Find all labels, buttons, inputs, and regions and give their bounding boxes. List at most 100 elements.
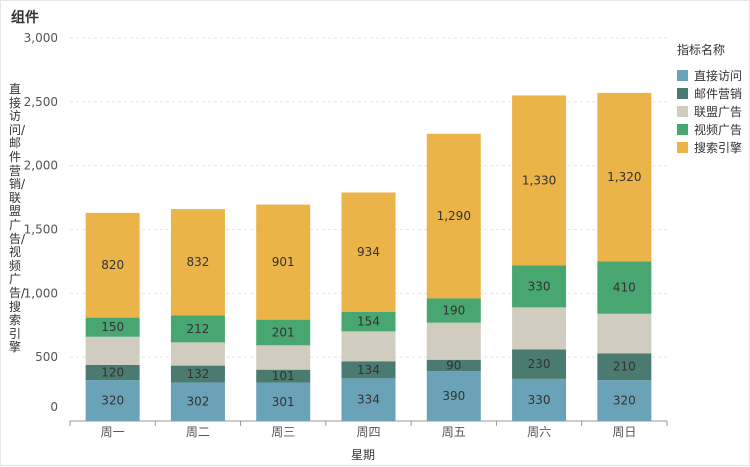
- legend-swatch: [677, 123, 688, 135]
- x-tick-label: 周六: [527, 425, 551, 439]
- bar-segment: [256, 204, 311, 320]
- y-tick-label: 0: [50, 400, 58, 414]
- y-tick-label: 1,000: [24, 286, 58, 300]
- data-label: 1,290: [437, 209, 471, 223]
- bar-segment: [341, 378, 396, 421]
- bar-segment: [426, 133, 481, 299]
- bar-segment: [85, 380, 140, 421]
- bar-segment: [85, 336, 140, 365]
- legend-items: 直接访问邮件营销联盟广告视频广告搜索引擎: [677, 66, 742, 156]
- legend-label: 搜索引擎: [694, 140, 743, 155]
- data-label: 201: [272, 325, 295, 339]
- data-label: 210: [613, 360, 636, 374]
- data-label: 334: [357, 393, 380, 407]
- data-label: 150: [101, 320, 124, 334]
- bar-segment: [85, 317, 140, 337]
- bar-segment: [341, 192, 396, 312]
- legend-swatch: [677, 141, 688, 153]
- data-label: 934: [357, 245, 380, 259]
- x-tick-label: 周一: [101, 425, 125, 439]
- legend-swatch: [677, 105, 688, 117]
- bar-segment: [256, 369, 311, 383]
- data-label: 330: [528, 279, 551, 293]
- bar-segment: [512, 378, 567, 421]
- data-label: 154: [357, 315, 380, 329]
- legend-label: 视频广告: [694, 122, 743, 137]
- bar-segment: [512, 349, 567, 379]
- legend-label: 邮件营销: [694, 86, 743, 101]
- legend-label: 直接访问: [694, 68, 743, 83]
- y-tick-label: 2,500: [24, 95, 58, 109]
- legend-item[interactable]: 搜索引擎: [677, 138, 742, 156]
- bar-segment: [170, 382, 225, 421]
- bar-segment: [170, 315, 225, 343]
- data-label: 132: [186, 367, 209, 381]
- legend-label: 联盟广告: [694, 104, 743, 119]
- x-tick-label: 周五: [442, 425, 466, 439]
- data-label: 330: [528, 393, 551, 407]
- data-label: 120: [101, 365, 124, 379]
- data-label: 230: [528, 357, 551, 371]
- data-label: 320: [101, 394, 124, 408]
- legend-item[interactable]: 视频广告: [677, 120, 742, 138]
- data-label: 302: [186, 395, 209, 409]
- bar-segment: [170, 209, 225, 316]
- bar-segment: [341, 311, 396, 332]
- data-label: 832: [186, 255, 209, 269]
- data-label: 390: [442, 389, 465, 403]
- data-label: 301: [272, 395, 295, 409]
- y-tick-label: 1,500: [24, 223, 58, 237]
- data-label: 820: [101, 258, 124, 272]
- bar-segment: [512, 307, 567, 350]
- bar-segment: [341, 361, 396, 379]
- data-label: 101: [272, 369, 295, 383]
- bar-segment: [597, 261, 652, 314]
- data-label: 134: [357, 363, 380, 377]
- bar-segment: [597, 313, 652, 354]
- bar-segment: [597, 92, 652, 262]
- bar-segment: [426, 371, 481, 421]
- y-tick-label: 500: [35, 350, 58, 364]
- bar-segment: [426, 359, 481, 372]
- bar-segment: [597, 380, 652, 421]
- data-label: 1,330: [522, 173, 556, 187]
- data-label: 410: [613, 281, 636, 295]
- data-label: 1,320: [607, 170, 641, 184]
- data-label: 212: [186, 322, 209, 336]
- bar-segment: [597, 353, 652, 381]
- x-axis-title: 星期: [351, 448, 376, 462]
- bar-segment: [170, 365, 225, 383]
- data-label: 320: [613, 394, 636, 408]
- legend-item[interactable]: 联盟广告: [677, 102, 742, 120]
- bar-segment: [170, 342, 225, 366]
- legend-item[interactable]: 直接访问: [677, 66, 742, 84]
- y-axis-title: 直接访问/邮件营销/联盟广告/视频广告/搜索引擎: [9, 82, 26, 355]
- x-tick-label: 周日: [612, 425, 636, 439]
- bar-segment: [341, 331, 396, 362]
- data-label: 190: [442, 304, 465, 318]
- x-tick-label: 周四: [356, 425, 380, 439]
- x-tick-label: 周三: [271, 425, 295, 439]
- y-tick-label: 3,000: [24, 31, 58, 45]
- legend-swatch: [677, 69, 688, 81]
- data-label: 90: [446, 358, 461, 372]
- x-tick-label: 周二: [186, 425, 210, 439]
- legend: 指标名称 直接访问邮件营销联盟广告视频广告搜索引擎: [677, 41, 742, 156]
- bar-segment: [426, 322, 481, 360]
- bar-segment: [512, 265, 567, 308]
- bar-segment: [256, 345, 311, 370]
- y-tick-label: 2,000: [24, 159, 58, 173]
- widget-title: 组件: [11, 10, 39, 26]
- bar-segment: [426, 298, 481, 323]
- bar-segment: [512, 95, 567, 266]
- legend-item[interactable]: 邮件营销: [677, 84, 742, 102]
- bar-segment: [85, 364, 140, 381]
- legend-title: 指标名称: [677, 43, 726, 57]
- bar-segment: [256, 319, 311, 346]
- bar-segment: [85, 212, 140, 318]
- bar-segment: [256, 382, 311, 421]
- legend-swatch: [677, 87, 688, 99]
- data-label: 901: [272, 255, 295, 269]
